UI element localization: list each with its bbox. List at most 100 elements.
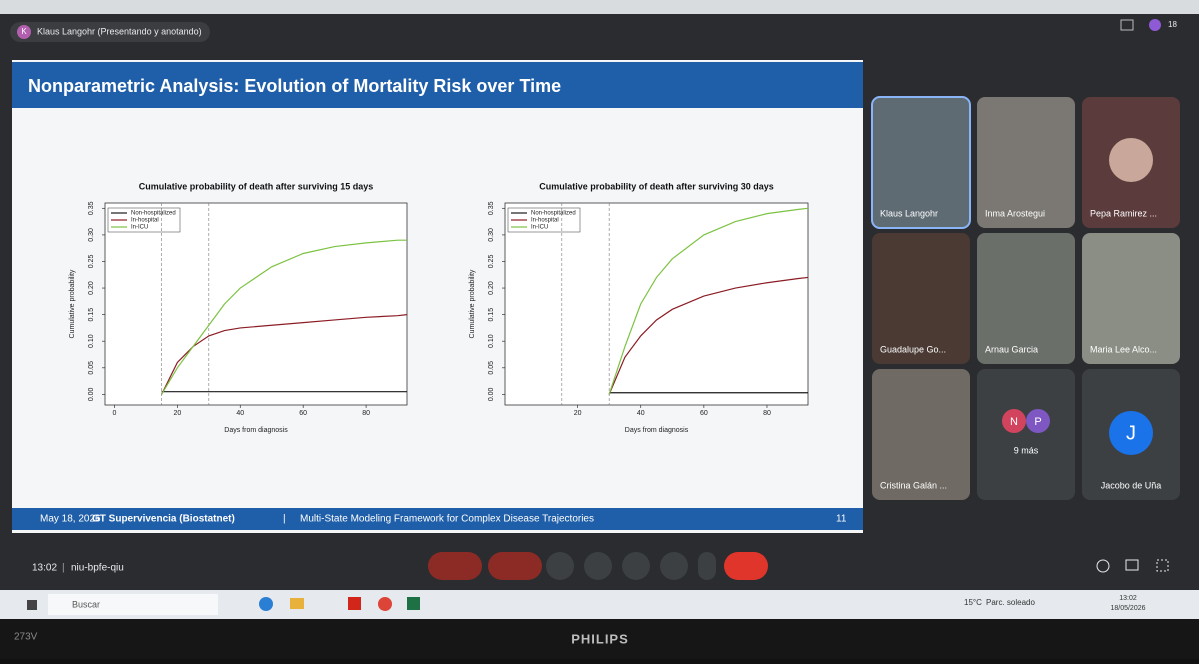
footer-date: May 18, 2026 [40,514,101,525]
y-tick-label: 0.20 [488,281,495,295]
camera-button[interactable] [488,552,542,580]
initial-avatar [1002,409,1026,433]
weather-temperature: 15°C [964,598,982,607]
weather-condition: Parc. soleado [986,598,1035,607]
y-tick-label: 0.05 [88,361,95,375]
presenter-chip[interactable] [10,22,210,42]
participant-count: 18 [1168,20,1177,29]
participant-tile[interactable] [872,369,970,500]
monitor-model: 273V [14,632,38,643]
participant-name: Inma Arostegui [985,208,1045,218]
legend-label: In-hospital [131,218,159,224]
y-tick-label: 0.10 [488,334,495,348]
participant-tile[interactable] [977,369,1075,500]
participant-name: Cristina Galán ... [880,480,947,490]
slide-footer [12,508,863,530]
participant-avatar [1109,138,1153,182]
y-axis-label: Cumulative probability [69,269,76,338]
participant-tile[interactable] [1082,233,1180,364]
participant-name: 9 más [1014,445,1039,455]
meeting-time: 13:02 [32,563,57,574]
bottom-separator: | [62,563,65,574]
x-tick-label: 20 [574,410,582,417]
y-tick-label: 0.00 [488,387,495,401]
x-tick-label: 40 [637,410,645,417]
presenter-avatar [17,25,31,39]
presenter-label: Klaus Langohr (Presentando y anotando) [37,26,202,36]
monitor-bezel [0,619,1199,659]
present-button[interactable] [546,552,574,580]
participant-tile[interactable] [977,233,1075,364]
more-button[interactable] [698,552,716,580]
hand-button[interactable] [660,552,688,580]
avatar-initial: P [1034,416,1041,428]
y-tick-label: 0.30 [88,228,95,242]
series-line [161,239,407,395]
y-tick-label: 0.30 [488,228,495,242]
explorer-icon[interactable] [290,598,304,609]
edge-icon[interactable] [259,597,273,611]
charts: Cumulative probability of death after su… [69,181,809,434]
people-icon[interactable] [1149,19,1161,31]
initial-avatar [1109,411,1153,455]
participant-tile[interactable] [977,97,1075,228]
x-axis-label: Days from diagnosis [625,427,689,434]
start-button[interactable] [27,600,37,610]
meeting-code: niu-bpfe-qiu [71,563,124,574]
chart-title: Cumulative probability of death after su… [539,181,774,191]
participant-tile[interactable] [872,233,970,364]
legend-label: Non-hospitalized [531,211,576,217]
folder-icon[interactable] [1120,19,1134,31]
info-icon[interactable] [1096,559,1110,573]
clock-date: 18/05/2026 [1110,605,1145,612]
plot-frame [504,202,809,406]
legend-label: Non-hospitalized [131,211,176,217]
x-tick-label: 60 [700,410,708,417]
plot-frame [104,202,408,406]
search-placeholder: Buscar [72,599,100,609]
mic-button[interactable] [428,552,482,580]
y-tick-label: 0.15 [88,308,95,322]
chrome-icon[interactable] [378,597,392,611]
x-tick-label: 80 [362,410,370,417]
participant-name: Jacobo de Uña [1101,480,1162,490]
y-tick-label: 0.20 [88,281,95,295]
participant-name: Arnau Garcia [985,344,1038,354]
y-tick-label: 0.10 [88,334,95,348]
chart-title: Cumulative probability of death after su… [139,181,374,191]
x-tick-label: 60 [299,410,307,417]
y-tick-label: 0.25 [88,255,95,269]
participant-name: Klaus Langohr [880,208,938,218]
y-axis-label: Cumulative probability [469,269,476,338]
slide-title: Nonparametric Analysis: Evolution of Mor… [28,76,561,96]
chat-icon[interactable] [1125,559,1139,571]
activities-icon[interactable] [1156,559,1169,572]
leave-button[interactable] [724,552,768,580]
x-tick-label: 80 [763,410,771,417]
screen-top [0,0,1199,14]
slide-title-bar [12,62,863,108]
captions-button[interactable] [622,552,650,580]
presenter-initial: K [21,27,27,36]
x-axis-label: Days from diagnosis [224,427,288,434]
avatar-initial: N [1010,416,1018,428]
excel-icon[interactable] [407,597,420,610]
participant-name: Pepa Ramirez ... [1090,208,1157,218]
x-tick-label: 0 [112,410,116,417]
series-line [608,276,809,395]
y-tick-label: 0.35 [488,201,495,215]
emoji-button[interactable] [584,552,612,580]
legend-box [507,207,581,233]
legend-box [107,207,181,233]
participant-tile[interactable] [871,96,971,229]
acrobat-icon[interactable] [348,597,361,610]
search-box[interactable] [48,594,218,615]
legend-label: In-ICU [531,225,548,231]
legend-label: In-ICU [131,225,148,231]
participant-name: Maria Lee Alco... [1090,344,1157,354]
y-tick-label: 0.05 [488,361,495,375]
initial-avatar [1026,409,1050,433]
footer-page: 11 [836,514,847,525]
